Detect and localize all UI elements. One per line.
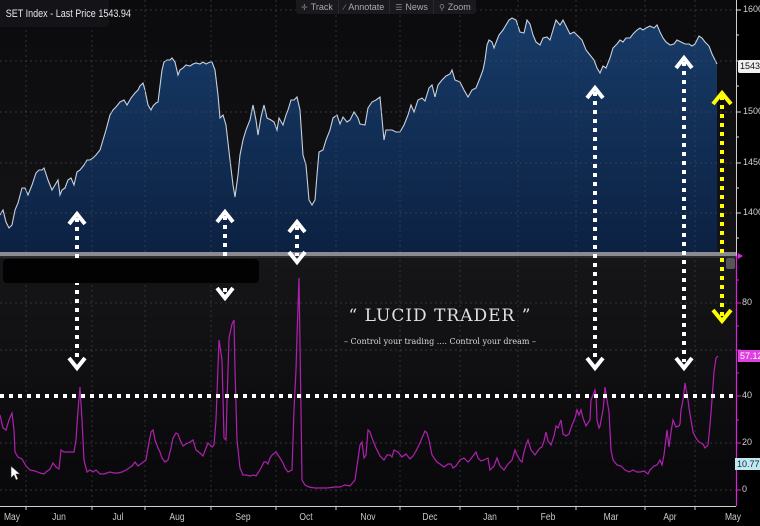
oscillator-legend-bar [3,259,259,283]
y-ticks [736,9,741,239]
track-label: Track [310,2,333,12]
x-label-nov: Nov [360,512,376,523]
osc-label-40: 40 [742,390,753,400]
osc-label-0: 0 [742,484,748,494]
arrow-oct-icon [287,218,307,266]
oscillator-secondary-tag: 10.77 [735,458,760,470]
y-label-1450: 1450 [743,157,760,167]
chart-toolbar: ✛ Track ∕ Annotate ☰ News ⚲ Zoom [296,0,476,14]
last-price-tag: 1543.9 [738,60,760,73]
x-label-sep: Sep [235,512,251,523]
news-button[interactable]: ☰ News [390,0,434,14]
zoom-button[interactable]: ⚲ Zoom [434,0,476,14]
oscillator-last-tag: 57.12 [738,350,760,362]
x-label-may-end: May [724,512,742,523]
osc-label-80: 80 [742,297,753,307]
pencil-icon: ∕ [343,2,346,12]
arrow-mar-icon [585,84,605,372]
x-label-may: May [3,512,21,523]
magnifier-icon: ⚲ [438,2,445,12]
osc-label-20: 20 [742,437,753,447]
divider-shadow [0,256,736,258]
price-area [0,18,717,253]
x-label-jan: Jan [483,512,497,523]
x-label-feb: Feb [540,512,556,523]
zoom-label: Zoom [447,2,471,12]
watermark-title: “ LUCID TRADER ” [348,306,532,326]
news-label: News [405,2,428,12]
x-axis-bg [0,506,760,526]
oscillator-panel-bg [0,256,736,506]
x-label-aug: Aug [169,512,185,523]
grid-lines [0,0,736,506]
annotate-label: Annotate [348,2,385,12]
x-label-oct: Oct [299,512,313,523]
y-label-1600: 1600 [743,4,760,14]
arrow-may-yellow-icon [711,89,733,325]
watermark: “ LUCID TRADER ” – Control your trading … [330,306,550,346]
x-ticks [25,506,696,510]
crosshair-icon: ✛ [301,2,308,12]
panel-divider[interactable] [0,252,736,256]
y-label-1500: 1500 [743,106,760,116]
annotate-button[interactable]: ∕ Annotate [339,0,391,14]
x-label-dec: Dec [422,512,438,523]
y-label-1400: 1400 [743,207,760,217]
price-line [0,17,718,229]
x-label-jun: Jun [52,512,66,523]
arrow-jun-icon [67,210,87,372]
mouse-cursor-icon [10,465,20,481]
chart-legend[interactable]: SET Index - Last Price 1543.94 [0,0,131,27]
osc-axis-marker-icon [738,253,743,259]
oscillator-line [0,277,719,489]
x-label-mar: Mar [603,512,619,523]
arrow-apr-icon [674,54,694,372]
x-label-jul: Jul [112,512,124,523]
legend-label: SET Index - Last Price 1543.94 [5,7,131,20]
track-button[interactable]: ✛ Track [296,0,339,14]
watermark-subtitle: – Control your trading .... Control your… [344,337,536,346]
y-axis-bg [736,0,760,526]
news-icon: ☰ [395,2,403,12]
panel-resize-button[interactable] [726,258,735,269]
x-label-apr: Apr [663,512,677,523]
